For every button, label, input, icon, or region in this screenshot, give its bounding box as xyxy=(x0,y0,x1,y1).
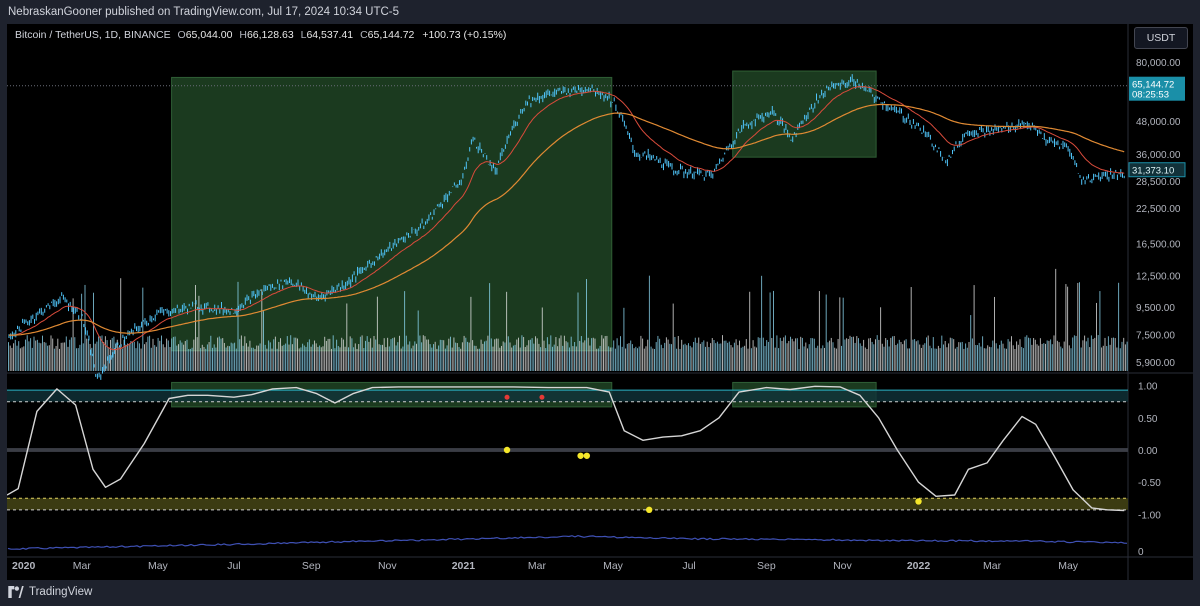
osc-axis-tick: -1.00 xyxy=(1138,510,1161,521)
signal-dot-yellow xyxy=(503,446,511,454)
signal-dot-yellow xyxy=(915,498,922,505)
ema-short-line xyxy=(9,86,1125,351)
highlight-box-price-0 xyxy=(171,76,613,352)
chart-frame[interactable]: 80,000.00 48,000.00 36,000.00 28,500.00 22,5… xyxy=(7,24,1193,580)
signal-dot-red xyxy=(504,394,510,400)
osc-axis-tick: 0.50 xyxy=(1138,414,1158,425)
price-axis-tick: 36,000.00 xyxy=(1136,150,1181,161)
signal-dot-red xyxy=(539,394,545,400)
open-label: O xyxy=(177,29,186,41)
price-axis-tick: 12,500.00 xyxy=(1136,272,1181,283)
osc-axis-tick: 0.00 xyxy=(1138,446,1158,457)
last-price-tag-bg xyxy=(1129,76,1185,101)
last-price-countdown: 08:25:53 xyxy=(1132,90,1169,101)
footer-brand[interactable]: TradingView xyxy=(8,584,92,600)
signal-dot-yellow xyxy=(645,506,653,514)
time-axis-label: Nov xyxy=(378,560,397,572)
time-axis-label: Jul xyxy=(227,560,240,572)
zero-band xyxy=(7,448,1128,452)
time-axis-label: May xyxy=(1058,560,1079,572)
high-value: 66,128.63 xyxy=(246,29,294,41)
ema-long-line xyxy=(9,103,1125,336)
symbol-name[interactable]: Bitcoin / TetherUS, 1D, BINANCE xyxy=(15,29,171,41)
time-axis-label: 2022 xyxy=(907,560,931,572)
time-axis-label: Nov xyxy=(833,560,852,572)
high-label: H xyxy=(239,29,247,41)
time-axis-label: May xyxy=(603,560,624,572)
signal-dot-yellow xyxy=(583,452,591,459)
price-axis-tick: 48,000.00 xyxy=(1136,117,1181,128)
time-axis-label: 2021 xyxy=(452,560,476,572)
symbol-legend: Bitcoin / TetherUS, 1D, BINANCE O65,044.… xyxy=(15,29,506,41)
highlight-box-price-1 xyxy=(732,70,877,158)
time-axis-label: 2020 xyxy=(12,560,36,572)
level-tag-value: 31,373.10 xyxy=(1132,166,1174,177)
price-axis-tick: 28,500.00 xyxy=(1136,177,1181,188)
level-price-tag: 31,373.10 xyxy=(1128,162,1186,178)
tradingview-logo-icon xyxy=(8,586,24,598)
osc-axis-tick: -0.50 xyxy=(1138,478,1161,489)
signal-dot-yellow xyxy=(577,452,584,459)
time-axis-label: Jul xyxy=(682,560,695,572)
bottom-axis-tick: 0 xyxy=(1138,547,1144,558)
time-axis-label: Sep xyxy=(757,560,776,572)
price-axis-tick: 22,500.00 xyxy=(1136,204,1181,215)
level-tag-bg xyxy=(1128,162,1186,178)
price-candles xyxy=(8,74,1125,380)
change-value: +100.73 (+0.15%) xyxy=(422,29,507,41)
price-axis-tick: 9,500.00 xyxy=(1136,303,1175,314)
price-axis-tick: 5,900.00 xyxy=(1136,358,1175,369)
close-label: C xyxy=(360,29,368,41)
time-axis-label: Mar xyxy=(73,560,92,572)
oscillator-line xyxy=(7,385,1125,512)
tradingview-wordmark: TradingView xyxy=(29,586,93,598)
close-value: 65,144.72 xyxy=(367,29,415,41)
time-axis-label: Mar xyxy=(983,560,1002,572)
time-axis-label: Mar xyxy=(528,560,547,572)
open-value: 65,044.00 xyxy=(185,29,233,41)
overbought-band xyxy=(7,390,1128,402)
price-axis-tick: 7,500.00 xyxy=(1136,330,1175,341)
oversold-band xyxy=(7,498,1128,510)
low-value: 64,537.41 xyxy=(306,29,354,41)
currency-button[interactable]: USDT xyxy=(1134,27,1188,49)
price-axis-tick: 16,500.00 xyxy=(1136,240,1181,251)
volume-bars xyxy=(8,268,1128,371)
low-label: L xyxy=(300,29,307,41)
last-price-value: 65,144.72 xyxy=(1132,80,1174,91)
chart-canvas[interactable]: 80,000.00 48,000.00 36,000.00 28,500.00 22,5… xyxy=(7,24,1193,580)
time-axis-label: Sep xyxy=(302,560,321,572)
bottom-indicator-line xyxy=(7,534,1128,550)
osc-axis-tick: 1.00 xyxy=(1138,382,1158,393)
time-axis-label: May xyxy=(148,560,169,572)
price-axis-tick: 80,000.00 xyxy=(1136,58,1181,69)
publisher-line: NebraskanGooner published on TradingView… xyxy=(8,6,400,18)
